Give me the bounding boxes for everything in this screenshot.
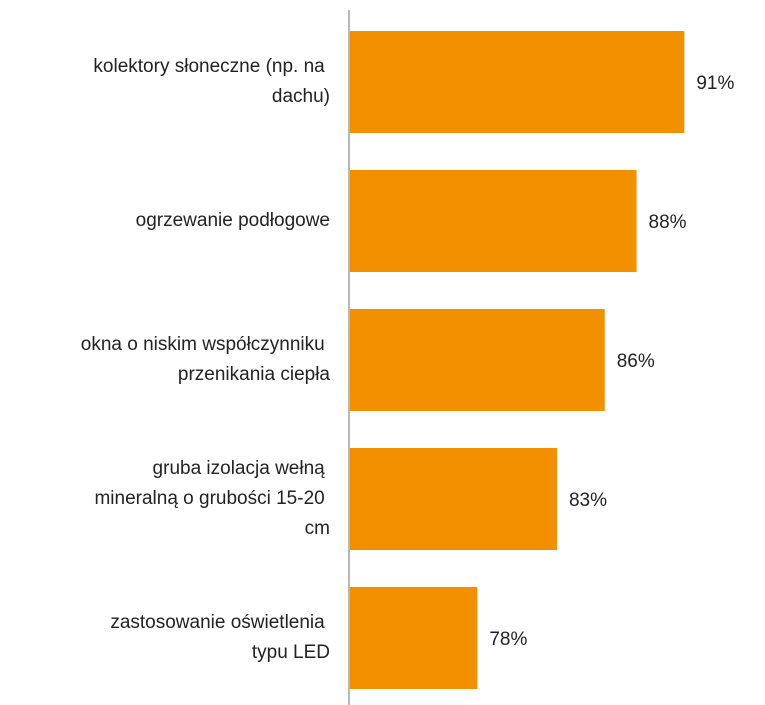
category-label: ogrzewanie podłogowe: [136, 210, 330, 231]
category-label: zastosowanie oświetlenia typu LED: [110, 612, 330, 663]
bar: [350, 170, 637, 272]
value-label: 86%: [617, 351, 655, 372]
category-label: okna o niskim współczynniku przenikania …: [81, 334, 331, 385]
value-label: 88%: [649, 212, 687, 233]
category-label: kolektory słoneczne (np. na dachu): [93, 56, 330, 107]
bar: [350, 448, 557, 550]
value-label: 78%: [489, 629, 527, 650]
bar: [350, 309, 605, 411]
value-label: 83%: [569, 490, 607, 511]
bar: [350, 587, 478, 689]
value-label: 91%: [696, 73, 734, 94]
category-label: gruba izolacja wełną mineralną o grubośc…: [94, 458, 330, 539]
bar: [350, 31, 685, 133]
